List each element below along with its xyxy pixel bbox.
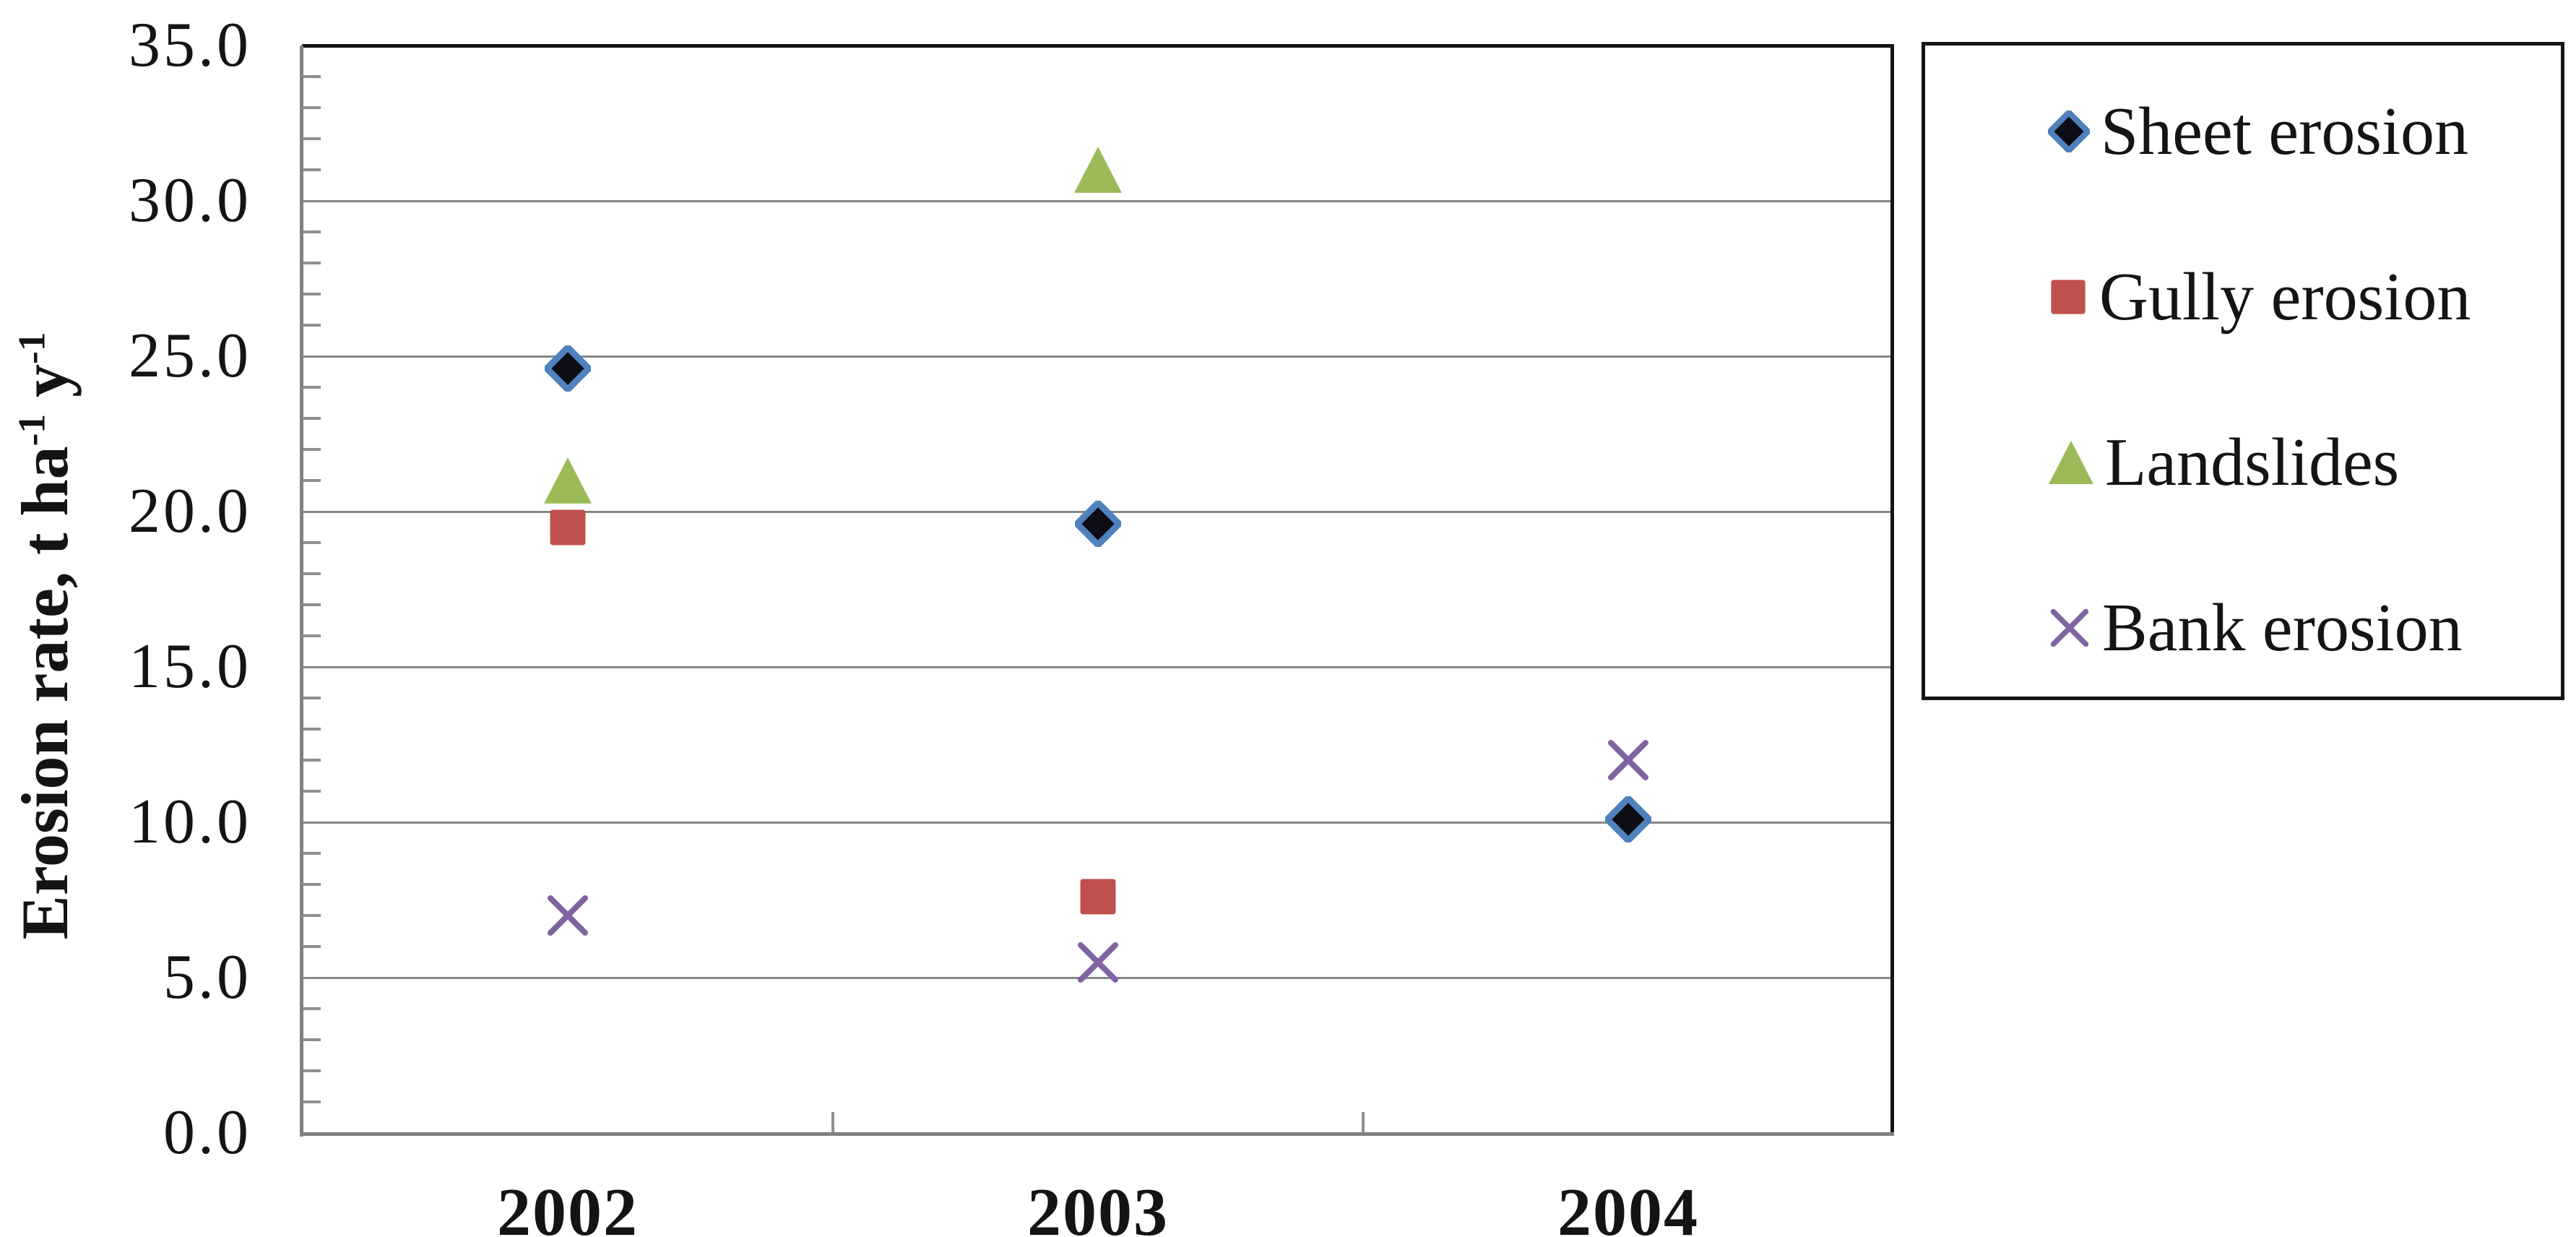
diamond-marker-icon — [2046, 109, 2091, 154]
y-axis-minor-tick — [303, 945, 321, 948]
y-axis-minor-tick — [303, 697, 321, 699]
data-point-bank-erosion-2002 — [545, 892, 591, 939]
data-point-bank-erosion-2003 — [1075, 939, 1121, 986]
x-axis-label: 2002 — [497, 1175, 639, 1237]
triangle-marker-icon — [2048, 439, 2094, 486]
y-axis-line — [300, 46, 303, 1137]
plot-border-right — [1890, 44, 1894, 1134]
y-tick-label: 30.0 — [129, 165, 251, 236]
square-marker-icon — [2048, 277, 2088, 317]
legend-item-bank-erosion: Bank erosion — [2048, 588, 2463, 668]
legend-item-landslides: Landslides — [2048, 423, 2399, 502]
y-axis-minor-tick — [303, 230, 321, 233]
y-axis-minor-tick — [303, 168, 321, 171]
y-axis-minor-tick — [303, 914, 321, 917]
y-axis-minor-tick — [303, 883, 321, 886]
gridline — [302, 200, 1894, 202]
legend: Sheet erosion Gully erosion Landslides Bank… — [1922, 42, 2564, 700]
gridline — [302, 666, 1894, 668]
y-axis-minor-tick — [303, 417, 321, 420]
legend-item-gully-erosion: Gully erosion — [2048, 257, 2471, 337]
y-axis-minor-tick — [303, 137, 321, 140]
y-axis-minor-tick — [303, 448, 321, 451]
y-axis-minor-tick — [303, 75, 321, 78]
y-axis-minor-tick — [303, 479, 321, 482]
x-axis-line — [300, 1132, 1894, 1136]
gridline — [302, 977, 1894, 979]
legend-label: Landslides — [2105, 425, 2400, 500]
x-axis-label: 2003 — [1027, 1175, 1169, 1237]
y-tick-label: 5.0 — [163, 942, 251, 1012]
x-axis-label: 2004 — [1557, 1175, 1699, 1237]
y-tick-label: 0.0 — [163, 1098, 251, 1168]
legend-label: Bank erosion — [2102, 590, 2463, 665]
y-axis-minor-tick — [303, 262, 321, 264]
y-axis-minor-tick — [303, 324, 321, 327]
y-axis-minor-tick — [303, 790, 321, 793]
data-point-sheet-erosion-2003 — [1073, 499, 1123, 548]
y-tick-label: 10.0 — [129, 787, 251, 857]
data-point-landslides-2002 — [543, 456, 592, 505]
y-axis-minor-tick — [303, 852, 321, 855]
data-point-gully-erosion-2002 — [547, 507, 589, 548]
y-tick-label: 25.0 — [129, 321, 251, 391]
data-point-gully-erosion-2003 — [1077, 876, 1119, 918]
y-axis-minor-tick — [303, 1069, 321, 1072]
y-axis-minor-tick — [303, 386, 321, 389]
y-axis-minor-tick — [303, 603, 321, 606]
y-tick-label: 20.0 — [129, 476, 251, 546]
y-axis-minor-tick — [303, 1038, 321, 1041]
y-tick-label: 15.0 — [129, 632, 251, 702]
data-point-sheet-erosion-2004 — [1604, 795, 1653, 844]
data-point-landslides-2003 — [1073, 145, 1123, 194]
x-axis-tick — [1362, 1112, 1365, 1132]
legend-item-sheet-erosion: Sheet erosion — [2046, 92, 2469, 171]
y-axis-title-superscript: -1 — [9, 413, 53, 447]
y-axis-minor-tick — [303, 106, 321, 109]
y-axis-minor-tick — [303, 728, 321, 730]
y-axis-minor-tick — [303, 541, 321, 544]
y-axis-minor-tick — [303, 1007, 321, 1010]
y-axis-minor-tick — [303, 1100, 321, 1103]
y-axis-minor-tick — [303, 293, 321, 296]
y-axis-minor-tick — [303, 634, 321, 637]
y-axis-minor-tick — [303, 759, 321, 762]
y-tick-label: 35.0 — [129, 10, 251, 80]
x-marker-icon — [2048, 606, 2091, 650]
y-axis-minor-tick — [303, 572, 321, 575]
x-axis-tick — [831, 1112, 834, 1132]
plot-border-top — [302, 44, 1894, 48]
gridline — [302, 355, 1894, 358]
data-point-bank-erosion-2004 — [1605, 737, 1651, 783]
gridline — [302, 822, 1894, 824]
legend-label: Sheet erosion — [2101, 94, 2469, 169]
legend-label: Gully erosion — [2099, 259, 2471, 335]
data-point-sheet-erosion-2002 — [543, 344, 592, 393]
